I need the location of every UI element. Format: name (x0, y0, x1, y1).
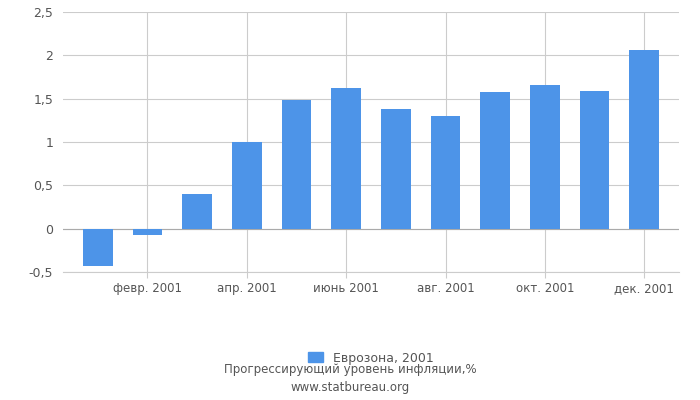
Bar (232, 142, 262, 229)
Bar (331, 88, 361, 229)
Bar (182, 194, 212, 229)
Bar (580, 91, 610, 229)
Text: Прогрессирующий уровень инфляции,%: Прогрессирующий уровень инфляции,% (224, 364, 476, 376)
Bar (83, 229, 113, 266)
Text: www.statbureau.org: www.statbureau.org (290, 381, 410, 394)
Bar (281, 100, 312, 229)
Bar (132, 229, 162, 235)
Bar (629, 50, 659, 229)
Legend: Еврозона, 2001: Еврозона, 2001 (308, 352, 434, 364)
Bar (480, 92, 510, 229)
Bar (430, 116, 461, 229)
Bar (530, 85, 560, 229)
Bar (381, 109, 411, 229)
